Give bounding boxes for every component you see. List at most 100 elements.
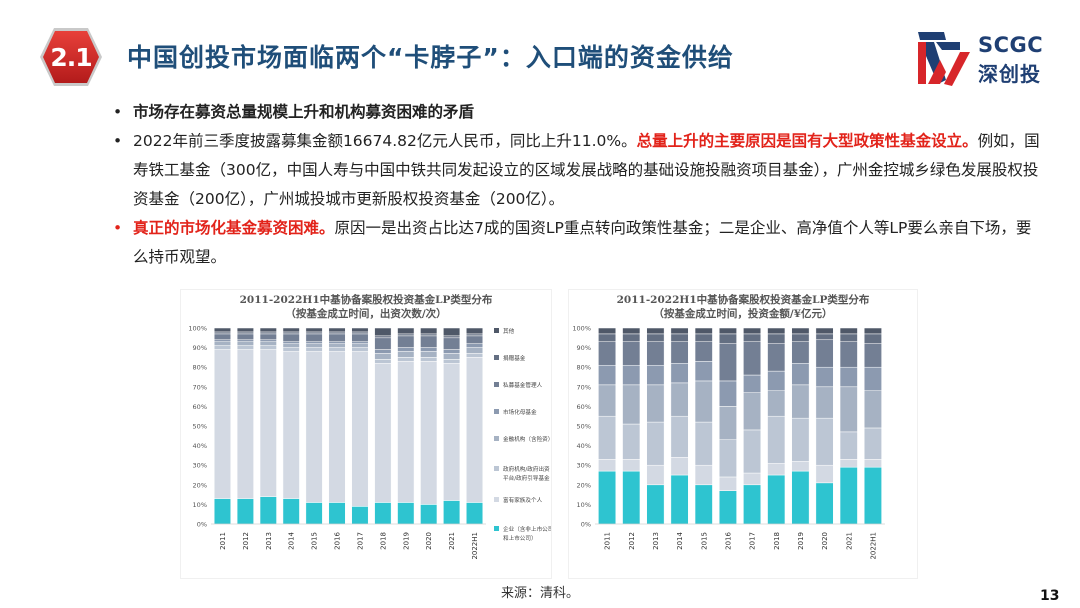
bar-segment [443,349,461,354]
bar-segment [670,363,689,384]
x-tick-label: 2012 [242,532,250,550]
y-tick-label: 60% [577,403,591,411]
legend-label: 企业（含非上市公司 [503,525,551,533]
bar-segment [282,341,300,344]
bar-segment [374,353,392,360]
bar-segment [839,333,858,342]
bar-segment [305,327,323,333]
bar-segment [351,341,369,344]
bar-segment [743,341,762,376]
legend-swatch [494,497,499,502]
x-tick-label: 2021 [448,532,456,550]
bullet-text: 2022年前三季度披露募集金额16674.82亿元人民币，同比上升11.0%。 [133,132,637,150]
bar-segment [305,347,323,352]
bar-segment [767,333,786,344]
x-tick-label: 2011 [219,532,227,550]
bar-segment [743,333,762,342]
x-tick-label: 2014 [288,531,296,549]
bar-segment [646,364,665,386]
bar-segment [694,333,713,342]
bar-segment [815,339,834,368]
bar-segment [839,366,858,388]
x-tick-label: 2018 [773,532,781,550]
bar-segment [718,476,737,491]
bar-segment [767,415,786,464]
bar-segment [466,347,484,354]
bar-segment [236,333,254,341]
bar-segment [646,464,665,486]
bar-segment [670,333,689,342]
bar-segment [305,502,323,525]
bar-segment [670,327,689,335]
bar-segment [420,357,438,362]
bar-segment [443,337,461,350]
bar-segment [743,472,762,486]
chart-title: 2011-2022H1中基协备案股权投资基金LP类型分布 [239,294,493,306]
bar-segment [670,415,689,458]
bar-segment [694,484,713,525]
bar-segment [282,351,300,499]
bar-segment [282,498,300,525]
bar-segment [420,347,438,352]
bar-segment [670,341,689,364]
bar-segment [466,333,484,337]
bar-segment [791,384,810,419]
bar-segment [622,333,641,342]
bar-segment [670,382,689,417]
chart-svg: 0% 10% 20% 30% 40% 50% 60% 70% 80% 90% 100% 2011 201… [188,325,551,560]
bar-segment [351,343,369,348]
bullet-text: 例如，国寿铁工基金（300亿，中国人寿与中国中铁共同发起设立的区域发展战略的基础… [133,132,1040,208]
legend-swatch [494,382,499,387]
bar-segment [374,363,392,503]
bar-segment [767,327,786,335]
bar-segment [839,431,858,460]
bar-segment [863,327,882,335]
bar-segment [420,327,438,335]
bar-segment [863,390,882,429]
bar-segment [420,351,438,358]
bar-segment [328,341,346,344]
y-tick-label: 80% [193,364,207,372]
bullet-dot: • [113,103,123,121]
bar-segment [259,333,277,341]
bar-segment [328,327,346,333]
bullet-highlight: 真正的市场化基金募资困难。 [133,219,335,237]
x-tick-label: 2011 [604,532,612,550]
bar-segment [815,482,834,525]
bar-segment [351,331,369,335]
bar-segment [791,327,810,335]
bar-segment [839,341,858,368]
x-tick-label: 2019 [402,532,410,550]
y-tick-label: 20% [193,481,207,489]
legend-label: 政府机构/政府出资 [503,465,550,473]
y-tick-label: 90% [577,344,591,352]
bullet-text: 市场存在募资总量规模上升和机构募资困难的矛盾 [133,103,475,121]
bar-segment [213,331,231,335]
legend-label: 捐赠基金 [503,354,526,362]
legend-swatch [494,526,499,531]
bar-segment [374,359,392,364]
bar-segment [282,333,300,342]
y-tick-label: 30% [193,462,207,470]
bar-segment [397,361,415,503]
bullet-dot: • [113,132,123,150]
section-number: 2.1 [50,42,92,72]
chart-lp-count: 2011-2022H1中基协备案股权投资基金LP类型分布 （按基金成立时间，出资… [180,289,552,579]
legend-label: 金融机构（含险资） [503,435,551,443]
bar-segment [282,343,300,348]
bar-segment [397,335,415,348]
bar-segment [863,333,882,344]
bar-segment [420,333,438,337]
bar-segment [646,421,665,466]
y-tick-label: 10% [193,501,207,509]
bar-segment [863,366,882,391]
x-tick-label: 2016 [334,531,342,549]
bar-segment [839,459,858,468]
legend-label: 市场化母基金 [503,408,537,416]
bullet-list: • 市场存在募资总量规模上升和机构募资困难的矛盾 • 2022年前三季度披露募集… [113,98,1043,272]
x-tick-label: 2018 [379,532,387,550]
bar-segment [767,343,786,372]
bar-segment [305,343,323,348]
page-number: 13 [1040,588,1060,604]
bar-segment [213,339,231,342]
